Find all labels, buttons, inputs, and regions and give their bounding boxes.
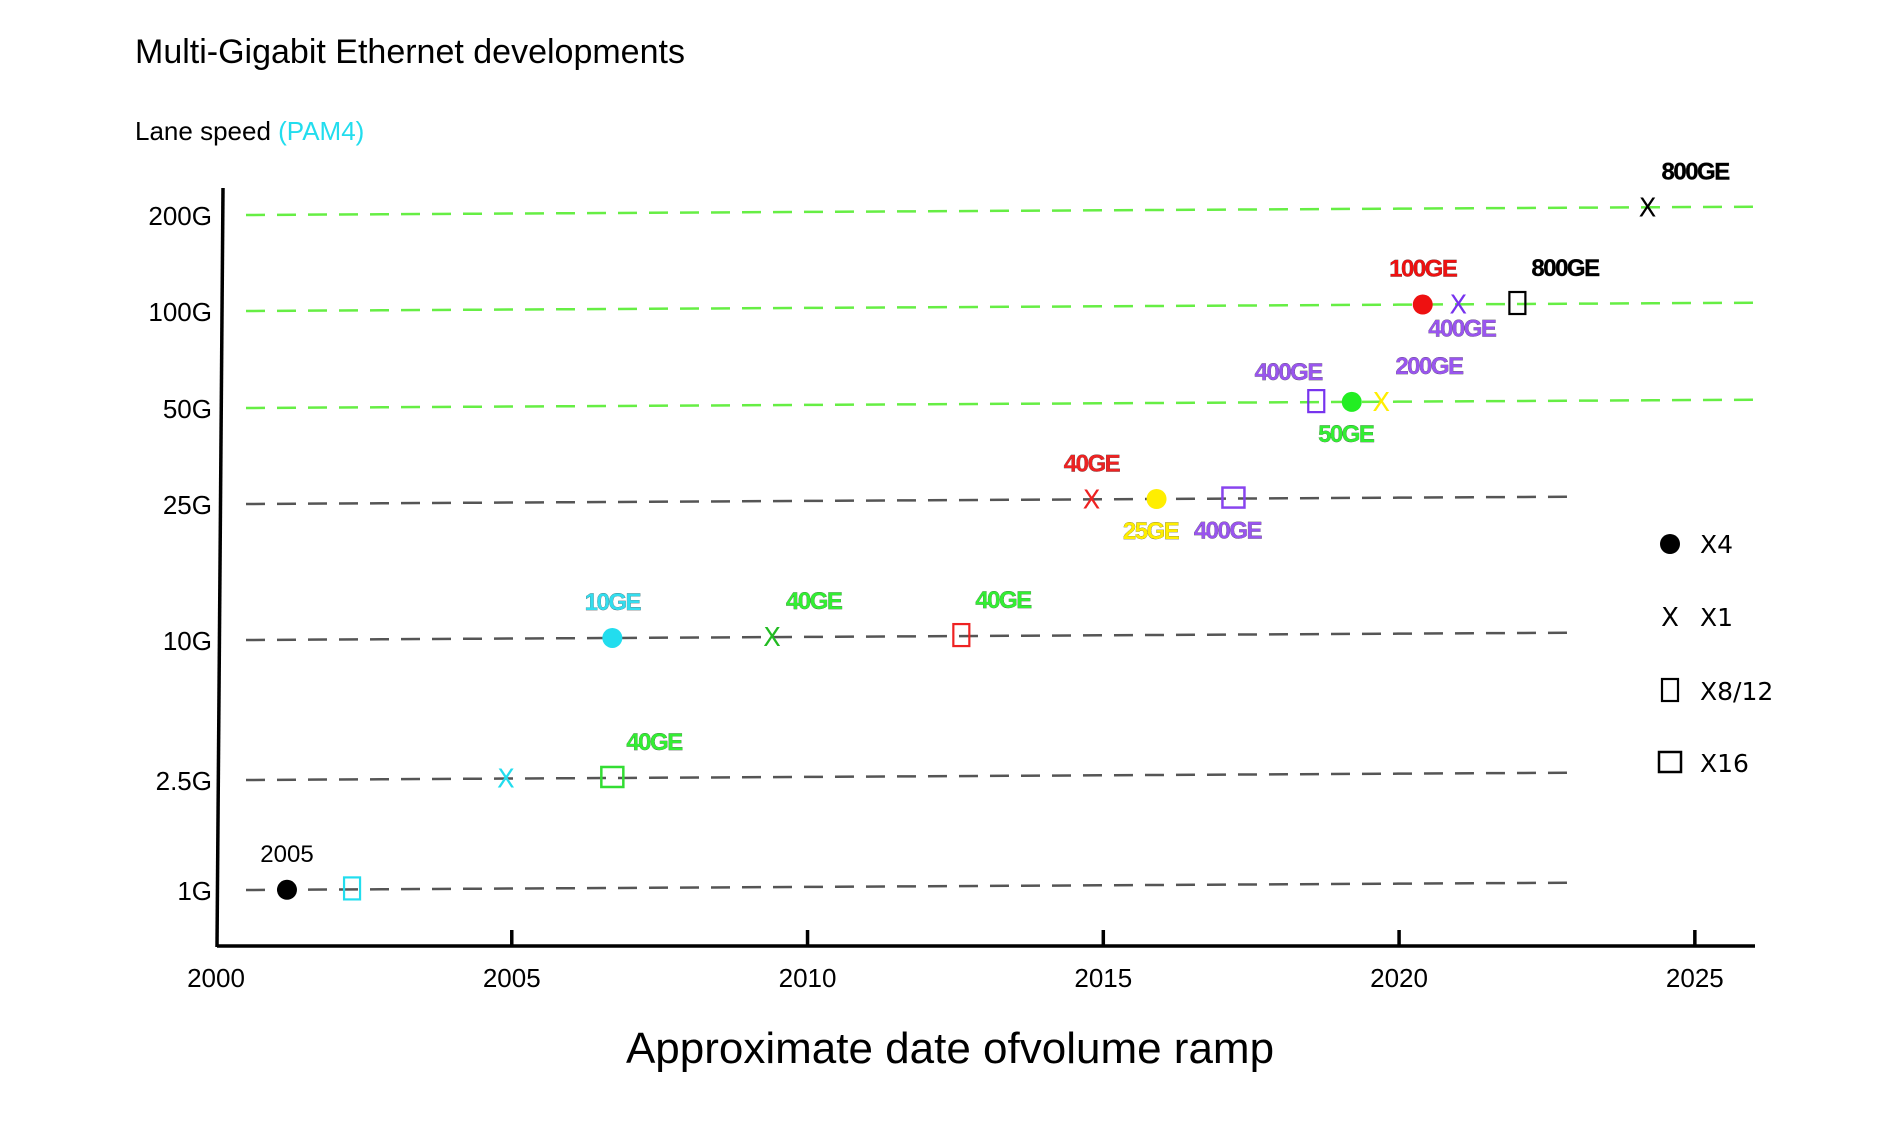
marker-x: X [1661, 603, 1679, 633]
point-label: 40GE [1064, 450, 1121, 477]
x-tick-label: 2020 [1370, 963, 1428, 993]
point-label: 2005 [260, 841, 313, 868]
point-label: 800GE [1531, 255, 1600, 282]
marker-rect [342, 876, 362, 901]
marker-rect [1660, 677, 1680, 703]
marker-square [1221, 486, 1246, 509]
legend-label: X1 [1700, 603, 1733, 632]
marker-dot [276, 879, 297, 900]
point-label: 100GE [1389, 256, 1458, 283]
point-label: 400GE [1255, 359, 1324, 386]
level-line-100G [245, 301, 1755, 313]
level-line-2.5G [245, 771, 1577, 782]
legend-label: X4 [1700, 530, 1733, 559]
level-line-10G [245, 631, 1577, 642]
y-tick-label: 200G [148, 201, 212, 231]
point-label: 800GE [1662, 158, 1731, 185]
legend-label: X8/12 [1700, 677, 1773, 706]
marker-dot [1341, 391, 1362, 412]
marker-dot [1412, 294, 1433, 315]
point-label: 400GE [1428, 315, 1497, 342]
x-tick-label: 2010 [779, 963, 837, 993]
x-tick-label: 2005 [483, 963, 541, 993]
marker-x: X [1083, 485, 1101, 515]
marker-x: X [1639, 193, 1657, 223]
point-label: 40GE [786, 588, 843, 615]
marker-square [1657, 750, 1683, 774]
x-tick-label: 2000 [187, 963, 245, 993]
level-line-1G [245, 881, 1577, 892]
marker-x: X [1449, 290, 1467, 320]
y-tick-label: 100G [148, 297, 212, 327]
y-axis-line [215, 187, 225, 948]
marker-dot [1146, 488, 1167, 509]
x-tick-label: 2025 [1666, 963, 1724, 993]
level-line-25G [245, 495, 1577, 506]
y-tick-label: 10G [163, 626, 212, 656]
marker-x: X [1372, 388, 1390, 418]
x-tick-label: 2015 [1074, 963, 1132, 993]
y-axis-label-note: (PAM4) [278, 116, 364, 146]
y-axis-title: Lane speed (PAM4) [135, 116, 364, 146]
level-line-200G [245, 205, 1755, 217]
point-label: 40GE [626, 729, 683, 756]
marker-dot [1660, 534, 1680, 554]
marker-square [600, 765, 625, 789]
point-label: 10GE [585, 589, 642, 616]
point-label: 50GE [1318, 421, 1375, 448]
point-label: 200GE [1395, 353, 1464, 380]
point-label: 400GE [1194, 518, 1263, 545]
level-lines: 1G 2.5G 10G 25G 50G 100G 200G [148, 201, 1755, 906]
marker-dot [602, 627, 623, 648]
marker-x: X [497, 765, 515, 795]
legend: X4 X X1 X8/12 X16 [1657, 530, 1773, 778]
chart-title: Multi-Gigabit Ethernet developments [135, 33, 685, 71]
y-axis-label: Lane speed [135, 116, 271, 146]
marker-rect [1508, 290, 1527, 316]
y-tick-label: 2.5G [156, 766, 212, 796]
level-line-50G [245, 398, 1755, 410]
legend-label: X16 [1700, 749, 1749, 778]
marker-rect [952, 622, 971, 648]
y-tick-label: 50G [163, 394, 212, 424]
marker-rect [1307, 389, 1326, 414]
point-label: 25GE [1123, 518, 1180, 545]
y-tick-label: 1G [177, 876, 212, 906]
y-tick-label: 25G [163, 490, 212, 520]
axes: 2000 2005 2010 2015 2020 2025 [187, 187, 1755, 993]
x-axis-label: Approximate date ofvolume ramp [626, 1024, 1274, 1073]
point-label: 40GE [975, 587, 1032, 614]
marker-x: X [763, 623, 781, 653]
